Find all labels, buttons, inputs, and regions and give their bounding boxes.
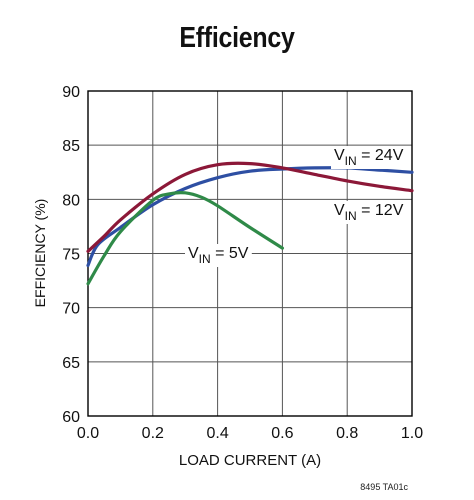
x-tick-label: 0.8 [336, 425, 358, 442]
y-tick-label: 60 [62, 409, 80, 426]
series-label-3: VIN = 5V [188, 245, 249, 266]
series-label-2: VIN = 12V [334, 202, 404, 223]
x-axis-label: LOAD CURRENT (A) [179, 452, 321, 469]
chart-title: Efficiency [179, 22, 295, 54]
x-axis-ticks: 0.0 0.2 0.4 0.6 0.8 1.0 [77, 425, 423, 442]
series-label-value: = 5V [211, 245, 249, 262]
plot-area [87, 90, 413, 417]
y-tick-label: 80 [62, 192, 80, 209]
series-label-base: V [334, 147, 345, 164]
series-label-value: = 12V [357, 202, 404, 219]
x-tick-label: 0.6 [271, 425, 293, 442]
series-label-background [331, 146, 407, 169]
y-tick-label: 75 [62, 247, 80, 264]
y-tick-label: 85 [62, 138, 80, 155]
y-axis-ticks: 60 65 70 75 80 85 90 [62, 84, 80, 426]
x-tick-label: 0.2 [142, 425, 164, 442]
series-line-3 [86, 190, 284, 286]
y-tick-label: 70 [62, 301, 80, 318]
series-label-subscript: IN [345, 209, 357, 223]
series-label-background [331, 201, 407, 224]
series-label-value: = 24V [357, 147, 404, 164]
series-label-background [185, 244, 252, 267]
series-line-2 [86, 161, 414, 253]
series-label-subscript: IN [199, 252, 211, 266]
figure-id-footnote: 8495 TA01c [360, 482, 408, 492]
x-tick-label: 0.0 [77, 425, 99, 442]
x-tick-label: 0.4 [206, 425, 228, 442]
series-label-base: V [334, 202, 345, 219]
series-label-1: VIN = 24V [334, 147, 404, 168]
y-axis-label: EFFICIENCY (%) [32, 199, 48, 308]
x-tick-label: 1.0 [401, 425, 423, 442]
series-label-base: V [188, 245, 199, 262]
series-label-subscript: IN [345, 154, 357, 168]
y-tick-label: 90 [62, 84, 80, 101]
y-tick-label: 65 [62, 355, 80, 372]
